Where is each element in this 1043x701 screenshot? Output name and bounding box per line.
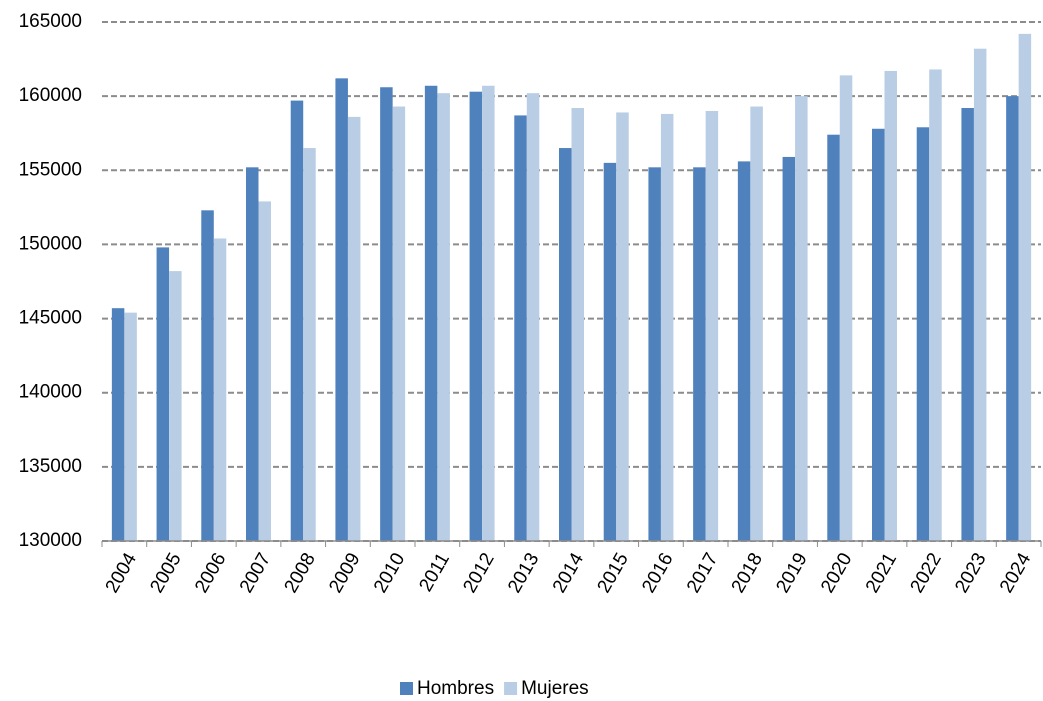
x-tick-label: 2011 — [415, 550, 454, 596]
bar — [839, 75, 853, 541]
bar — [872, 128, 885, 541]
x-tick-label: 2019 — [772, 550, 811, 597]
bar — [111, 308, 125, 541]
bar — [961, 108, 974, 542]
x-tick-label: 2013 — [504, 550, 543, 597]
x-tick-label: 2009 — [325, 550, 364, 597]
bar — [290, 100, 304, 541]
x-tick-label: 2021 — [862, 550, 901, 597]
bar — [380, 87, 393, 541]
bar — [156, 247, 170, 541]
y-tick-label: 145000 — [19, 308, 82, 329]
x-tick-label: 2010 — [370, 550, 409, 597]
legend-label: Hombres — [417, 678, 494, 699]
bar — [335, 78, 348, 541]
bar — [648, 167, 661, 541]
x-tick-label: 2024 — [996, 549, 1036, 596]
x-tick-label: 2023 — [951, 550, 990, 597]
bar — [169, 271, 182, 541]
bar — [884, 70, 897, 541]
bar — [246, 167, 259, 541]
y-tick-label: 160000 — [19, 85, 82, 106]
bar — [705, 110, 719, 541]
y-tick-label: 165000 — [19, 11, 82, 32]
x-tick-label: 2022 — [907, 550, 946, 597]
x-tick-label: 2016 — [638, 550, 677, 597]
bar — [603, 162, 617, 541]
bar — [782, 156, 796, 541]
bar — [124, 312, 137, 541]
bar — [213, 238, 227, 542]
bar — [303, 148, 316, 542]
bar — [1018, 33, 1032, 542]
bar — [559, 148, 572, 542]
bar — [482, 85, 495, 542]
x-tick-label: 2008 — [281, 550, 320, 597]
x-tick-label: 2007 — [236, 550, 275, 597]
y-tick-label: 130000 — [19, 530, 82, 551]
x-tick-label: 2012 — [459, 550, 498, 597]
legend-label: Mujeres — [521, 678, 589, 699]
x-tick-label: 2005 — [146, 550, 185, 597]
x-tick-label: 2006 — [191, 550, 230, 597]
bar — [571, 108, 584, 542]
x-tick-label: 2015 — [594, 550, 633, 597]
bar — [392, 106, 406, 541]
bar — [660, 113, 674, 542]
bar — [258, 201, 271, 541]
y-tick-label: 155000 — [19, 159, 82, 180]
bar — [514, 115, 527, 542]
bar — [469, 91, 483, 542]
x-tick-label: 2017 — [683, 550, 722, 597]
x-tick-label: 2020 — [817, 550, 856, 597]
bar — [795, 96, 808, 542]
bar — [916, 127, 930, 541]
bar — [693, 167, 706, 541]
y-tick-label: 150000 — [19, 233, 82, 254]
bar — [750, 106, 763, 541]
x-tick-label: 2004 — [102, 549, 142, 596]
y-tick-label: 135000 — [19, 456, 82, 477]
legend-swatch — [400, 682, 413, 695]
bar — [827, 134, 840, 541]
x-tick-label: 2014 — [549, 549, 589, 596]
bar — [424, 85, 438, 542]
y-tick-label: 140000 — [19, 382, 82, 403]
bar — [347, 116, 361, 541]
legend-swatch — [504, 682, 518, 695]
bar — [1006, 96, 1019, 542]
bar — [737, 161, 751, 542]
bar — [201, 210, 214, 541]
bar — [437, 93, 450, 542]
bar — [973, 48, 987, 541]
bar — [929, 69, 942, 542]
bar — [526, 93, 540, 542]
bar — [616, 112, 629, 541]
x-tick-label: 2018 — [728, 550, 767, 597]
